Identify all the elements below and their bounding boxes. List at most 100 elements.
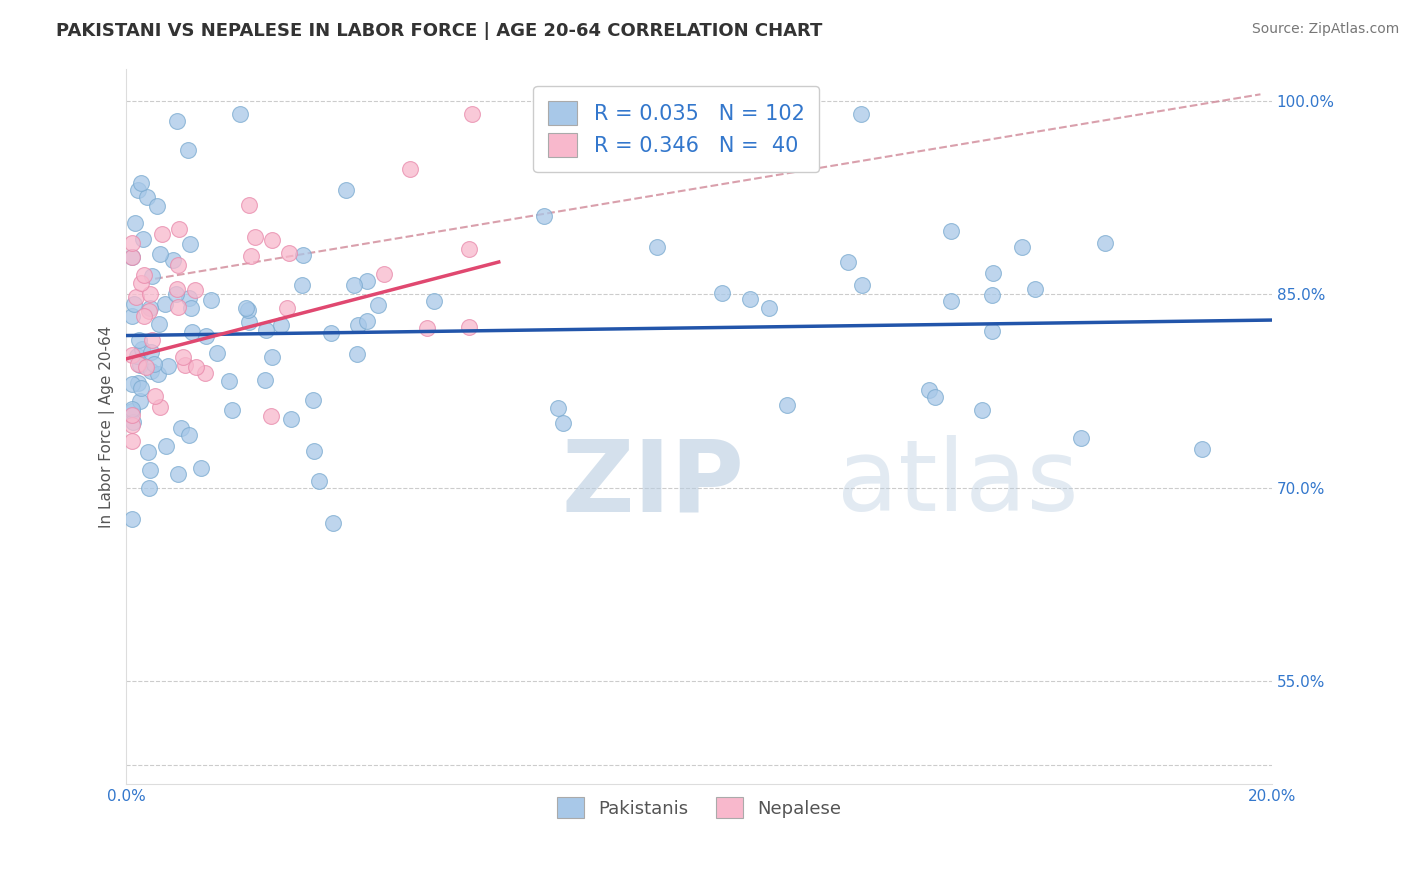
Point bbox=[347, 318, 370, 332]
Point bbox=[172, 350, 194, 364]
Point bbox=[229, 106, 252, 120]
Point bbox=[131, 342, 153, 356]
Point bbox=[190, 461, 212, 475]
Point bbox=[308, 474, 330, 488]
Point bbox=[129, 393, 152, 408]
Point bbox=[121, 236, 143, 251]
Point bbox=[150, 227, 173, 242]
Point bbox=[235, 301, 257, 315]
Point bbox=[356, 314, 378, 328]
Text: Source: ZipAtlas.com: Source: ZipAtlas.com bbox=[1251, 22, 1399, 37]
Point bbox=[710, 286, 733, 301]
Point bbox=[121, 404, 143, 418]
Point bbox=[138, 482, 160, 496]
Point bbox=[335, 183, 357, 197]
Point bbox=[238, 198, 260, 212]
Point bbox=[136, 190, 159, 204]
Point bbox=[416, 320, 439, 334]
Point bbox=[939, 294, 962, 309]
Point bbox=[141, 364, 163, 378]
Point bbox=[128, 333, 150, 347]
Point bbox=[139, 301, 162, 315]
Point bbox=[132, 310, 155, 324]
Text: ZIP: ZIP bbox=[562, 435, 745, 533]
Point bbox=[194, 366, 217, 380]
Point bbox=[177, 428, 200, 442]
Point bbox=[322, 516, 344, 530]
Point bbox=[146, 199, 169, 213]
Point bbox=[141, 269, 163, 284]
Point bbox=[166, 467, 188, 482]
Point bbox=[280, 412, 302, 426]
Point bbox=[166, 113, 188, 128]
Point bbox=[135, 359, 157, 374]
Point bbox=[121, 377, 143, 392]
Point bbox=[129, 358, 152, 372]
Point bbox=[167, 221, 190, 235]
Point bbox=[121, 418, 143, 433]
Point bbox=[254, 323, 277, 337]
Point bbox=[131, 276, 153, 290]
Point bbox=[162, 252, 184, 267]
Point bbox=[179, 291, 201, 305]
Point bbox=[837, 254, 859, 268]
Point bbox=[149, 247, 172, 261]
Point bbox=[457, 242, 479, 256]
Point bbox=[240, 249, 263, 263]
Point bbox=[142, 357, 165, 371]
Point bbox=[139, 463, 162, 477]
Point bbox=[302, 443, 325, 458]
Point bbox=[645, 240, 668, 254]
Point bbox=[849, 106, 872, 120]
Point bbox=[146, 367, 169, 381]
Point bbox=[260, 409, 283, 424]
Point bbox=[132, 232, 155, 246]
Point bbox=[367, 298, 389, 312]
Point bbox=[155, 297, 177, 311]
Point bbox=[851, 277, 873, 292]
Point bbox=[165, 286, 187, 301]
Text: PAKISTANI VS NEPALESE IN LABOR FORCE | AGE 20-64 CORRELATION CHART: PAKISTANI VS NEPALESE IN LABOR FORCE | A… bbox=[56, 22, 823, 40]
Point bbox=[131, 176, 153, 190]
Point bbox=[205, 346, 228, 360]
Point bbox=[346, 347, 368, 361]
Point bbox=[262, 233, 284, 247]
Point bbox=[970, 402, 993, 417]
Point bbox=[122, 297, 145, 311]
Legend: Pakistanis, Nepalese: Pakistanis, Nepalese bbox=[550, 790, 849, 825]
Point bbox=[1070, 431, 1092, 445]
Point bbox=[236, 302, 259, 317]
Point bbox=[125, 290, 148, 304]
Point bbox=[194, 328, 217, 343]
Point bbox=[157, 359, 180, 373]
Point bbox=[776, 398, 799, 412]
Point bbox=[139, 287, 162, 301]
Point bbox=[547, 401, 569, 415]
Point bbox=[121, 415, 143, 429]
Point bbox=[136, 445, 159, 459]
Point bbox=[180, 301, 202, 315]
Point bbox=[167, 300, 190, 314]
Point bbox=[533, 210, 555, 224]
Point bbox=[134, 268, 156, 283]
Point bbox=[183, 283, 205, 297]
Point bbox=[373, 267, 395, 281]
Point bbox=[461, 106, 484, 120]
Point bbox=[758, 301, 780, 315]
Point bbox=[125, 349, 148, 363]
Point bbox=[981, 266, 1004, 280]
Point bbox=[343, 277, 366, 292]
Point bbox=[184, 359, 207, 374]
Point bbox=[200, 293, 222, 308]
Point bbox=[260, 350, 283, 364]
Point bbox=[121, 250, 143, 264]
Point bbox=[243, 230, 266, 244]
Point bbox=[121, 434, 143, 448]
Point bbox=[278, 245, 301, 260]
Point bbox=[124, 215, 146, 229]
Point bbox=[155, 439, 177, 453]
Point bbox=[121, 310, 143, 324]
Point bbox=[180, 325, 202, 339]
Point bbox=[221, 402, 243, 417]
Text: atlas: atlas bbox=[837, 435, 1078, 533]
